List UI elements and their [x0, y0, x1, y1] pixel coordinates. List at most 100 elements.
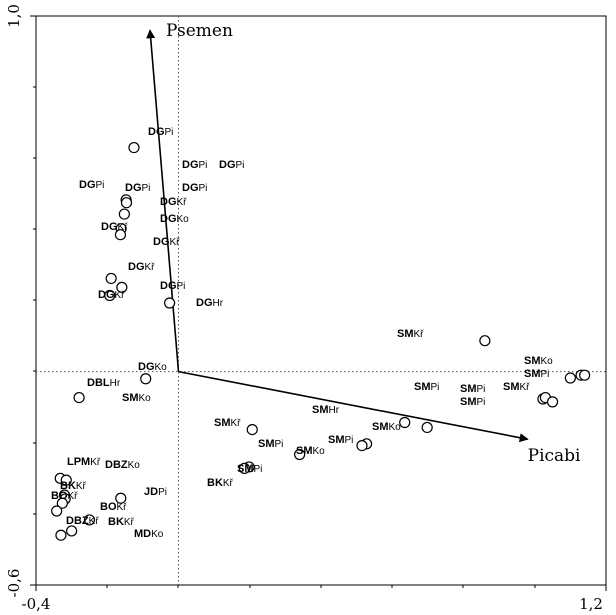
- point-label-main: LPM: [67, 456, 90, 468]
- point-12: [104, 289, 116, 302]
- point-23: [399, 416, 411, 429]
- point-label-main: DG: [196, 297, 213, 309]
- point-label-38: DBZKř: [66, 515, 99, 527]
- point-label-main: SM: [296, 445, 313, 457]
- point-label-37: BOKř: [100, 501, 127, 513]
- point-label-suffix: Kř: [520, 382, 531, 393]
- point-38: [83, 514, 96, 526]
- point-13: [163, 297, 176, 309]
- point-30: [238, 462, 251, 474]
- point-label-11: DGPi: [160, 280, 185, 292]
- point-label-2: DGPi: [219, 159, 244, 171]
- point-label-suffix: Pi: [199, 160, 208, 171]
- vector-arrow-picabi: [178, 370, 529, 443]
- point-label-suffix: Kř: [231, 418, 242, 429]
- point-18: [579, 369, 591, 381]
- point-label-suffix: Kř: [177, 197, 188, 208]
- sample-points: [51, 141, 591, 541]
- point-label-suffix: Kř: [414, 329, 425, 340]
- point-label-main: DBZ: [105, 459, 128, 471]
- point-9: [114, 229, 127, 241]
- point-label-main: SM: [414, 381, 431, 393]
- point-11: [116, 281, 128, 293]
- point-label-main: BO: [51, 490, 68, 502]
- point-label-main: DBL: [87, 377, 110, 389]
- point-label-14: DGKo: [138, 361, 167, 373]
- point-14: [140, 373, 152, 385]
- point-6: [120, 197, 133, 209]
- axis-ticks: [30, 15, 607, 591]
- point-label-33: DBZKo: [105, 459, 140, 471]
- point-label-main: SM: [214, 417, 231, 429]
- point-label-main: DG: [182, 182, 199, 194]
- point-label-34: BKKř: [60, 480, 87, 492]
- point-label-main: DG: [98, 289, 115, 301]
- point-label-main: DG: [148, 126, 165, 138]
- point-19: [564, 372, 576, 384]
- point-label-main: SM: [372, 421, 389, 433]
- point-label-suffix: Ko: [155, 362, 168, 373]
- point-label-suffix: Kř: [115, 290, 126, 301]
- point-label-suffix: Ko: [389, 422, 402, 433]
- point-label-main: DG: [160, 213, 177, 225]
- point-label-suffix: Pi: [275, 439, 284, 450]
- point-label-suffix: Kř: [76, 481, 87, 492]
- point-label-main: DG: [153, 236, 170, 248]
- point-label-main: BK: [207, 477, 223, 489]
- point-label-suffix: Pi: [142, 183, 151, 194]
- point-label-suffix: Kř: [117, 502, 128, 513]
- point-label-main: DG: [160, 280, 177, 292]
- vector-arrow-psemen: [146, 29, 180, 372]
- point-label-31: BKKř: [207, 477, 234, 489]
- point-label-3: DGPi: [182, 182, 207, 194]
- point-25: [246, 423, 258, 436]
- point-label-main: DG: [138, 361, 155, 373]
- point-36: [56, 497, 68, 509]
- point-label-35: BOKř: [51, 490, 78, 502]
- point-label-8: DGKř: [101, 221, 128, 233]
- point-label-suffix: Ko: [313, 446, 326, 457]
- point-15: [73, 391, 85, 404]
- point-label-19: SMPi: [524, 368, 549, 380]
- point-7: [118, 208, 130, 220]
- point-label-32: LPMKř: [67, 456, 101, 468]
- point-label-suffix: Ko: [128, 460, 141, 471]
- y-tick-label-bottom: -0,6: [5, 569, 23, 598]
- point-label-suffix: Kř: [68, 491, 79, 502]
- point-label-6: DGKř: [160, 196, 187, 208]
- point-label-suffix: Pi: [199, 183, 208, 194]
- point-label-23: SMPi: [460, 396, 485, 408]
- point-label-10: DGKř: [128, 261, 155, 273]
- point-40: [55, 529, 67, 541]
- point-label-15: DBLHr: [87, 377, 121, 389]
- point-label-main: DG: [160, 196, 177, 208]
- point-32: [60, 474, 72, 486]
- point-label-7: DGKo: [160, 213, 189, 225]
- point-label-suffix: Ko: [151, 529, 164, 540]
- point-label-21: SMPi: [414, 381, 439, 393]
- point-label-27: SMPi: [258, 438, 283, 450]
- point-label-suffix: Kř: [223, 478, 234, 489]
- point-35: [115, 492, 127, 504]
- point-label-main: SM: [237, 463, 254, 475]
- point-label-suffix: Ko: [139, 393, 152, 404]
- point-label-main: DG: [219, 159, 236, 171]
- point-label-suffix: Hr: [329, 405, 340, 416]
- point-label-suffix: Pi: [165, 127, 174, 138]
- point-label-suffix: Pi: [477, 384, 486, 395]
- point-label-main: DG: [128, 261, 145, 273]
- point-label-13: DGHr: [196, 297, 224, 309]
- point-26: [294, 448, 306, 461]
- point-label-9: DGKř: [153, 236, 180, 248]
- point-label-suffix: Pi: [431, 382, 440, 393]
- point-label-40: MDKo: [134, 528, 164, 540]
- point-label-suffix: Kř: [145, 262, 156, 273]
- x-tick-label-left: -0,4: [22, 595, 51, 613]
- point-label-4: DGPi: [79, 179, 104, 191]
- point-label-main: SM: [524, 355, 541, 367]
- point-label-30: SMPi: [237, 463, 262, 475]
- point-39: [66, 525, 78, 537]
- y-tick-label-top: 1,0: [5, 4, 23, 28]
- point-label-suffix: Pi: [96, 180, 105, 191]
- point-label-main: MD: [134, 528, 151, 540]
